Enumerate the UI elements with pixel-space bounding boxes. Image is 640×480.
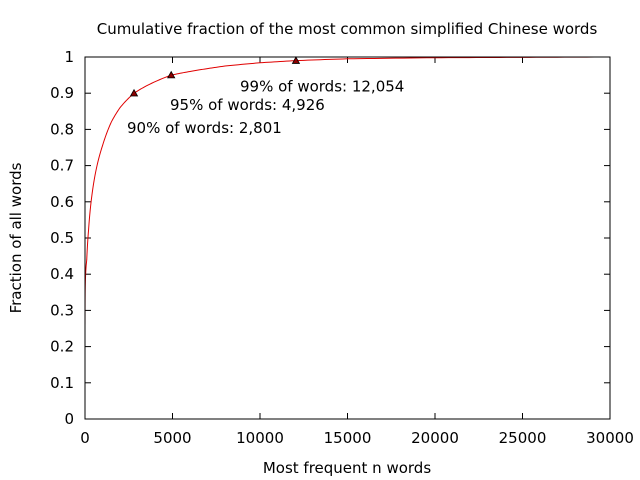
x-tick-label: 15000	[324, 429, 372, 447]
y-tick-label: 0.6	[50, 193, 74, 211]
data-marker	[167, 70, 176, 79]
chart-title: Cumulative fraction of the most common s…	[97, 20, 598, 38]
data-marker	[291, 56, 301, 64]
series-line	[84, 56, 611, 325]
marker-annotation: 99% of words: 12,054	[240, 78, 404, 96]
y-axis-title: Fraction of all words	[7, 162, 25, 313]
axes: 0 5000 10000 15000 20000 25000 30000 0 0.1 0.2 0.3…	[50, 48, 634, 447]
x-tick-label: 30000	[586, 429, 634, 447]
x-tick-label: 10000	[236, 429, 284, 447]
y-tick-label: 0.9	[50, 84, 74, 102]
y-tick-label: 0.3	[50, 301, 74, 319]
y-tick-label: 0.2	[50, 338, 74, 356]
data-marker	[129, 88, 139, 97]
x-tick-label: 0	[80, 429, 90, 447]
y-tick-label: 0.8	[50, 120, 74, 138]
marker-annotation: 95% of words: 4,926	[170, 96, 325, 114]
y-tick-label: 1	[64, 48, 74, 66]
marker-annotation: 90% of words: 2,801	[127, 119, 282, 137]
marker-layer: 90% of words: 2,801 95% of words: 4,92699…	[127, 56, 404, 137]
y-tick-label: 0.1	[50, 374, 74, 392]
x-axis-title: Most frequent n words	[263, 459, 431, 477]
y-tick-label: 0.4	[50, 265, 74, 283]
y-tick-label: 0.5	[50, 229, 74, 247]
y-tick-label: 0.7	[50, 157, 74, 175]
plot-frame	[84, 56, 611, 420]
y-tick-label: 0	[64, 410, 74, 428]
x-tick-label: 20000	[411, 429, 459, 447]
series-layer	[84, 56, 611, 325]
x-tick-label: 25000	[499, 429, 547, 447]
x-tick-label: 5000	[153, 429, 191, 447]
